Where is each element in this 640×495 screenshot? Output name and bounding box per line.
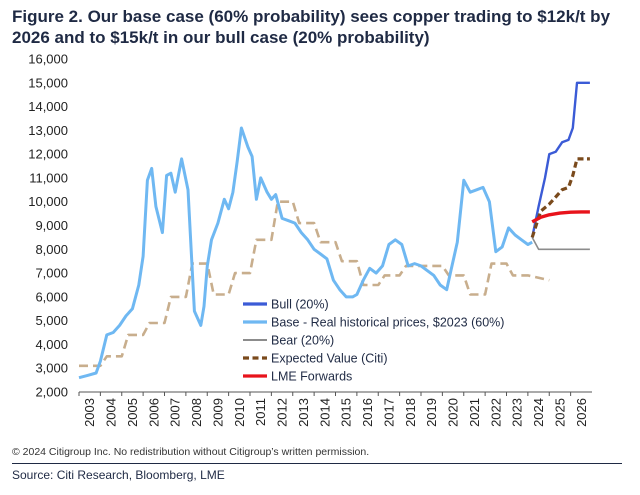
y-tick-label: 15,000 — [28, 75, 68, 90]
x-tick-label: 2008 — [189, 398, 204, 427]
copyright-note: © 2024 Citigroup Inc. No redistribution … — [12, 446, 370, 458]
chart-legend: Bull (20%) Base - Real historical prices,… — [243, 298, 504, 384]
x-tick-label: 2004 — [104, 398, 119, 427]
x-tick-label: 2020 — [446, 398, 461, 427]
legend-label: Base - Real historical prices, $2023 (60… — [271, 316, 504, 330]
y-tick-label: 2,000 — [35, 385, 68, 400]
y-tick-label: 12,000 — [28, 147, 68, 162]
legend-label: LME Forwards — [271, 370, 352, 384]
y-tick-label: 10,000 — [28, 194, 68, 209]
series-line-bull-20 — [531, 81, 590, 238]
series-line-bear-20 — [531, 237, 590, 251]
y-tick-label: 8,000 — [35, 242, 68, 257]
legend-label: Bear (20%) — [271, 334, 334, 348]
x-tick-label: 2011 — [253, 398, 268, 426]
x-tick-label: 2016 — [360, 398, 375, 427]
series-line-expected-value-citi — [530, 157, 590, 238]
x-tick-label: 2010 — [232, 398, 247, 427]
chart-axes: 2,000 3,000 4,000 5,000 6,000 7,000 8,000 9,000… — [28, 52, 592, 427]
legend-label: Expected Value (Citi) — [271, 352, 388, 366]
x-tick-label: 2015 — [339, 398, 354, 427]
x-tick-label: 2019 — [424, 398, 439, 427]
y-tick-label: 14,000 — [28, 99, 68, 114]
y-tick-label: 7,000 — [35, 266, 68, 281]
x-tick-label: 2009 — [210, 398, 225, 427]
y-tick-label: 4,000 — [35, 337, 68, 352]
y-tick-label: 16,000 — [28, 52, 68, 67]
legend-label: Bull (20%) — [271, 298, 329, 312]
source-note: Source: Citi Research, Bloomberg, LME — [12, 468, 225, 482]
y-tick-label: 9,000 — [35, 218, 68, 233]
y-tick-label: 13,000 — [28, 123, 68, 138]
chart-title: Figure 2. Our base case (60% probability… — [12, 7, 611, 47]
y-tick-label: 6,000 — [35, 289, 68, 304]
x-tick-label: 2007 — [168, 398, 183, 427]
x-tick-label: 2003 — [82, 398, 97, 427]
x-tick-label: 2006 — [146, 398, 161, 427]
x-tick-label: 2026 — [574, 398, 589, 427]
x-tick-label: 2013 — [296, 398, 311, 427]
x-tick-label: 2021 — [467, 398, 482, 427]
x-tick-label: 2022 — [488, 398, 503, 427]
series-line-base-real-historical-prices-2023-60 — [78, 126, 533, 380]
y-tick-label: 5,000 — [35, 313, 68, 328]
x-tick-label: 2023 — [510, 398, 525, 427]
x-tick-label: 2025 — [552, 398, 567, 427]
x-tick-label: 2017 — [381, 398, 396, 427]
y-tick-label: 3,000 — [35, 361, 68, 376]
x-tick-label: 2014 — [317, 398, 332, 427]
x-tick-label: 2012 — [275, 398, 290, 427]
y-tick-label: 11,000 — [29, 170, 68, 185]
series-line-historical-average — [79, 200, 550, 368]
footer-divider — [12, 463, 622, 464]
chart-series — [78, 81, 590, 380]
x-tick-label: 2024 — [531, 398, 546, 427]
x-tick-label: 2018 — [403, 398, 418, 427]
x-tick-label: 2005 — [125, 398, 140, 427]
series-line-lme-forwards — [531, 210, 590, 224]
